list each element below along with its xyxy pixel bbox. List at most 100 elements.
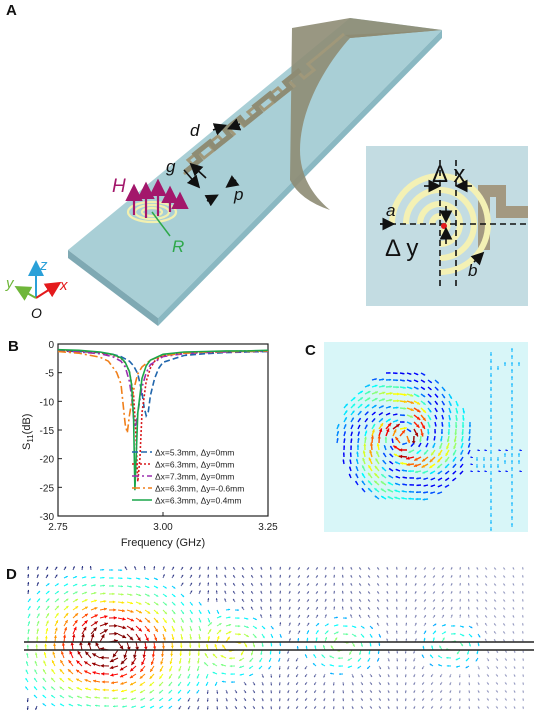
field-arrow [378,665,382,670]
field-arrowhead [380,418,383,421]
field-arrow [512,598,515,603]
field-arrowhead [419,439,422,443]
field-arrowhead [208,629,212,632]
field-arrowhead [26,644,29,647]
field-arrowhead [462,634,465,637]
field-arrowhead [37,613,40,616]
y-axis-label: S11(dB) [21,414,35,450]
field-arrowhead [490,445,492,447]
field-arrowhead [121,689,124,693]
legend-label-5: Δx=6.3mm, Δy=0.4mm [155,496,241,506]
field-arrowhead [42,686,45,689]
field-arrow [503,583,506,587]
field-arrowhead [513,706,516,709]
field-arrowhead [129,593,133,596]
field-arrowhead [43,660,46,664]
field-arrowhead [228,616,231,619]
field-arrow [441,591,445,595]
field-arrowhead [279,566,282,569]
field-arrowhead [391,438,394,441]
field-arrowhead [35,652,38,655]
field-arrow [468,606,470,611]
field-arrowhead [402,379,405,382]
field-arrowhead [238,624,241,628]
field-arrowhead [497,459,499,461]
field-arrowhead [261,675,264,678]
field-arrowhead [205,676,208,679]
field-arrow [449,681,452,686]
field-arrow [504,657,508,662]
field-arrow [414,614,417,619]
field-arrow [504,705,507,709]
field-arrowhead [250,652,254,656]
field-arrowhead [65,613,69,616]
field-arrowhead [260,614,263,617]
field-arrowhead [437,492,440,495]
field-arrowhead [445,478,448,481]
field-arrowhead [159,668,163,672]
field-arrowhead [511,446,513,448]
field-arrowhead [75,591,78,594]
field-arrowhead [297,638,300,640]
field-arrowhead [333,590,336,593]
field-arrow [423,575,427,579]
field-arrowhead [468,699,471,702]
field-arrow [467,614,470,619]
field-arrowhead [138,610,142,614]
field-arrowhead [430,491,433,494]
field-arrowhead [443,388,446,392]
field-arrowhead [207,566,210,569]
field-arrowhead [239,666,242,669]
field-arrowhead [470,626,473,629]
field-arrowhead [304,667,307,670]
field-arrowhead [270,683,273,686]
field-arrowhead [207,582,210,585]
field-arrow [477,689,480,694]
field-arrowhead [34,686,36,689]
field-arrowhead [297,575,300,578]
field-arrowhead [94,696,97,699]
field-arrowhead [448,425,451,428]
field-arrowhead [233,590,235,593]
field-arrow [504,689,507,693]
field-arrowhead [196,676,199,679]
field-arrowhead [347,666,350,668]
field-arrowhead [455,411,459,414]
field-arrowhead [111,569,114,571]
field-arrowhead [363,443,367,447]
field-arrowhead [197,661,200,664]
field-arrowhead [490,375,492,377]
field-arrowhead [113,608,117,612]
field-arrowhead [196,683,199,686]
field-arrowhead [212,653,216,657]
legend-label-2: Δx=6.3mm, Δy=0mm [155,460,234,470]
field-arrowhead [53,643,57,647]
field-arrow [502,615,506,619]
field-arrow [358,583,362,587]
field-arrow [350,606,353,611]
field-arrowhead [233,567,236,570]
field-arrowhead [59,686,63,689]
field-arrowhead [460,643,463,647]
field-arrowhead [51,703,54,706]
field-arrowhead [423,484,426,487]
field-arrowhead [485,623,487,626]
field-arrowhead [180,637,184,640]
field-arrowhead [76,687,80,690]
field-arrowhead [450,614,453,617]
field-arrowhead [428,417,431,421]
field-arrowhead [324,590,327,593]
field-arrowhead [504,658,507,661]
field-arrowhead [440,698,443,701]
field-arrowhead [511,432,513,434]
field-arrowhead [366,411,369,414]
field-arrowhead [362,450,366,454]
field-arrowhead [220,664,224,667]
y-tick-label: -15 [40,426,55,437]
field-arrowhead [324,637,328,640]
field-arrowhead [155,578,158,580]
field-arrowhead [305,690,307,693]
field-arrowhead [520,470,522,473]
field-arrowhead [242,575,244,578]
panel-label-b: B [8,338,19,355]
